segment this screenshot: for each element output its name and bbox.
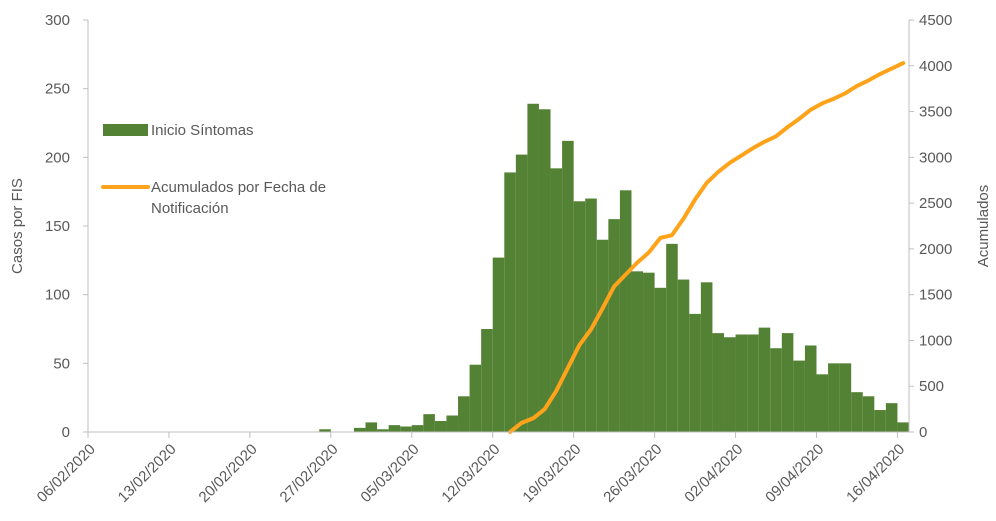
bar [527, 103, 539, 433]
bar [677, 279, 690, 432]
bar [666, 243, 678, 432]
bar [770, 348, 782, 432]
bar [388, 425, 401, 432]
bar [631, 271, 644, 432]
bar [585, 198, 597, 432]
bar [862, 396, 875, 432]
y2-axis-title: Acumulados [975, 185, 992, 268]
x-tick-label: 26/03/2020 [600, 441, 665, 506]
bar [377, 429, 389, 432]
y-axis-title: Casos por FIS [9, 178, 26, 274]
x-tick-label: 02/04/2020 [681, 441, 746, 506]
bar [804, 345, 817, 432]
bar [643, 272, 655, 432]
y-tick-label: 50 [53, 355, 70, 372]
bar [538, 109, 551, 433]
bar [481, 329, 493, 432]
y2-tick-label: 3000 [919, 149, 952, 166]
line [508, 61, 906, 434]
x-tick-label: 27/02/2020 [277, 441, 342, 506]
bar [504, 172, 516, 432]
bar [515, 154, 528, 432]
bar [735, 334, 748, 432]
x-tick-label: 19/03/2020 [519, 441, 584, 506]
y2-tick-label: 1500 [919, 287, 952, 304]
x-tick-label: 09/04/2020 [762, 441, 827, 506]
bar [596, 239, 609, 432]
x-tick-label: 06/02/2020 [34, 441, 99, 506]
y2-tick-label: 4000 [919, 58, 952, 75]
x-tick-label: 16/04/2020 [843, 441, 908, 506]
x-tick-label: 20/02/2020 [196, 441, 261, 506]
bar [828, 363, 840, 432]
y2-tick-label: 3500 [919, 104, 952, 121]
bar [874, 410, 886, 432]
y2-tick-label: 2500 [919, 195, 952, 212]
y-tick-label: 0 [62, 424, 70, 441]
bar [851, 392, 863, 432]
y-tick-label: 150 [45, 218, 70, 235]
bar [781, 333, 794, 432]
legend-swatch [103, 124, 148, 136]
y2-tick-label: 0 [919, 424, 927, 441]
legend-label: Inicio Síntomas [151, 122, 254, 139]
bar [434, 421, 447, 432]
bar [885, 403, 898, 432]
bar [469, 364, 482, 432]
bar [689, 313, 701, 432]
y-tick-label: 300 [45, 12, 70, 29]
y-tick-label: 100 [45, 287, 70, 304]
y2-tick-label: 2000 [919, 241, 952, 258]
x-tick-label: 13/02/2020 [115, 441, 180, 506]
bar [423, 414, 435, 432]
x-tick-label: 05/03/2020 [357, 441, 422, 506]
bar [562, 140, 574, 432]
bar [619, 190, 632, 432]
bar [492, 257, 505, 432]
y-tick-label: 250 [45, 81, 70, 98]
bar [608, 219, 620, 432]
y2-tick-label: 500 [919, 378, 944, 395]
bar [458, 396, 470, 432]
bar [550, 168, 563, 432]
bar [700, 282, 713, 432]
bar [400, 426, 412, 432]
y2-tick-label: 4500 [919, 12, 952, 29]
bar [793, 360, 805, 432]
bar [654, 287, 667, 432]
bar [747, 334, 759, 432]
bar [353, 427, 366, 432]
bar [816, 374, 829, 432]
legend-label: Acumulados por Fecha de Notificación [151, 179, 327, 217]
y2-tick-label: 1000 [919, 332, 952, 349]
bar [573, 201, 586, 432]
bar [897, 422, 909, 432]
bar [839, 363, 852, 432]
bar [446, 415, 459, 432]
bar [712, 333, 724, 432]
bar [723, 337, 736, 432]
bar [758, 327, 771, 432]
bar [411, 425, 424, 432]
x-tick-label: 12/03/2020 [438, 441, 503, 506]
bar [365, 422, 378, 432]
y-tick-label: 200 [45, 149, 70, 166]
bar [319, 429, 331, 432]
